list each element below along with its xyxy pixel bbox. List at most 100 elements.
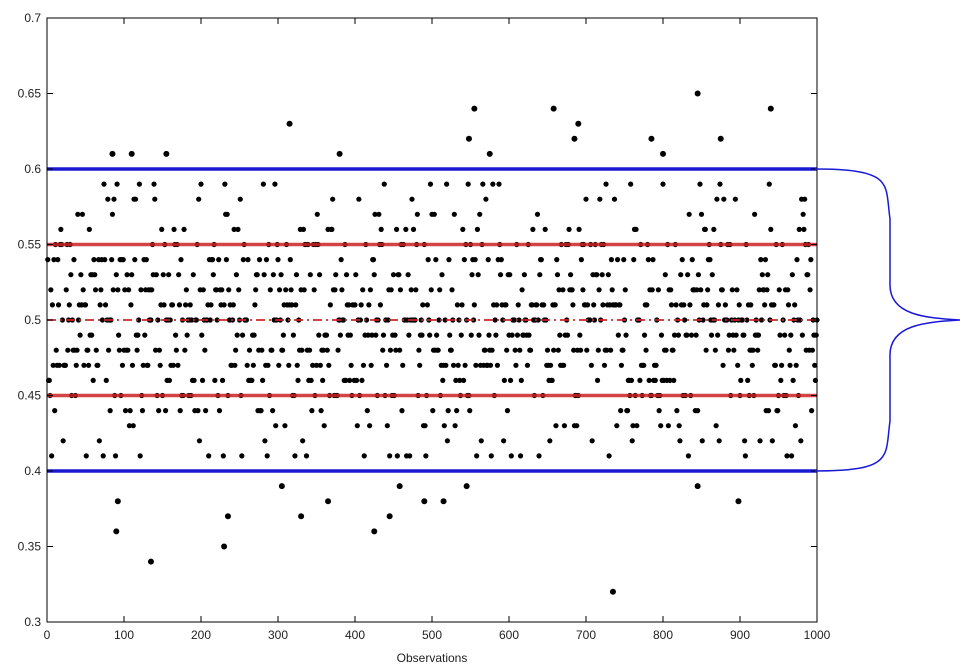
data-point: [542, 226, 548, 232]
data-point: [143, 257, 149, 263]
data-point: [324, 347, 330, 353]
data-point: [136, 181, 142, 187]
data-point: [275, 257, 281, 263]
data-point: [101, 181, 107, 187]
data-point: [49, 302, 55, 308]
data-point: [392, 332, 398, 338]
data-point: [554, 272, 561, 278]
data-point: [371, 272, 377, 278]
data-point: [713, 423, 719, 429]
data-point: [765, 272, 771, 278]
data-point: [580, 287, 586, 293]
data-point: [233, 347, 239, 353]
data-point: [60, 438, 66, 444]
data-point: [577, 332, 583, 338]
data-point: [649, 287, 655, 293]
outlier-point: [109, 150, 116, 157]
data-point: [453, 377, 459, 383]
data-point: [516, 317, 522, 323]
data-point: [318, 408, 324, 414]
data-point: [716, 438, 722, 444]
data-point: [53, 347, 59, 353]
data-point: [496, 181, 502, 187]
data-point: [521, 272, 528, 278]
data-point: [51, 257, 57, 263]
data-point: [149, 287, 155, 293]
data-point: [337, 332, 343, 338]
data-point: [742, 438, 748, 444]
data-point: [270, 272, 276, 278]
data-point: [678, 272, 684, 278]
outlier-point: [286, 120, 293, 127]
data-point: [422, 423, 428, 429]
y-tick-label: 0.45: [18, 389, 42, 403]
outlier-point: [694, 483, 701, 490]
data-point: [675, 332, 682, 338]
data-point: [316, 272, 323, 278]
data-point: [431, 211, 437, 217]
data-point: [317, 362, 323, 368]
data-point: [89, 332, 95, 338]
data-point: [508, 453, 514, 459]
data-point: [58, 226, 64, 232]
data-point: [786, 347, 792, 353]
data-point: [793, 362, 799, 368]
data-point: [232, 362, 238, 368]
data-point: [311, 287, 317, 293]
data-point: [256, 257, 263, 263]
data-point: [347, 332, 353, 338]
data-point: [594, 272, 600, 278]
data-point: [797, 317, 803, 323]
data-point: [137, 453, 143, 459]
data-point: [547, 362, 554, 368]
data-point: [111, 196, 117, 202]
data-point: [670, 347, 676, 353]
data-point: [721, 196, 727, 202]
data-point: [252, 302, 258, 308]
data-point: [584, 302, 591, 308]
data-point: [515, 302, 521, 308]
data-point: [744, 317, 750, 323]
data-point: [190, 272, 196, 278]
data-point: [762, 257, 769, 263]
data-point: [608, 257, 615, 263]
data-point: [646, 377, 652, 383]
data-point: [410, 226, 417, 232]
data-point: [514, 332, 521, 338]
data-point: [776, 287, 782, 293]
data-point: [766, 181, 772, 187]
data-point: [461, 257, 467, 263]
data-point: [145, 362, 151, 368]
data-point: [96, 438, 102, 444]
data-point: [551, 347, 557, 353]
data-point: [327, 302, 333, 308]
data-point: [244, 362, 250, 368]
data-point: [183, 287, 189, 293]
data-point: [465, 181, 471, 187]
data-point: [578, 257, 584, 263]
data-point: [527, 347, 534, 353]
data-point: [570, 302, 576, 308]
data-point: [223, 257, 230, 263]
data-point: [777, 332, 783, 338]
data-point: [501, 438, 507, 444]
data-point: [200, 287, 206, 293]
outlier-point: [298, 513, 305, 520]
data-point: [427, 181, 434, 187]
y-tick-label: 0.3: [24, 615, 41, 629]
data-point: [729, 287, 735, 293]
y-tick-label: 0.5: [24, 313, 41, 327]
outlier-point: [325, 498, 332, 505]
data-point: [524, 362, 531, 368]
data-point: [199, 332, 205, 338]
data-point: [439, 272, 445, 278]
data-point: [400, 362, 406, 368]
data-point: [343, 377, 349, 383]
data-point: [221, 302, 227, 308]
data-point: [373, 332, 379, 338]
data-point: [62, 362, 69, 368]
x-tick-label: 400: [345, 628, 365, 642]
data-point: [440, 377, 446, 383]
data-point: [490, 181, 496, 187]
data-point: [366, 302, 372, 308]
